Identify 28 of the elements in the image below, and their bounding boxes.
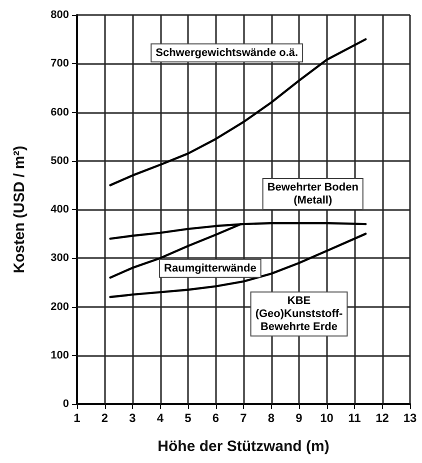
x-tick-label: 5 bbox=[184, 411, 192, 425]
x-tick-label: 12 bbox=[376, 411, 390, 425]
x-tick-label: 6 bbox=[212, 411, 220, 425]
x-tick-label: 9 bbox=[296, 411, 303, 425]
x-tick-label: 4 bbox=[156, 411, 164, 425]
series-label: Schwergewichtswände o.ä. bbox=[156, 46, 298, 59]
x-tick-label: 1 bbox=[74, 411, 81, 425]
y-tick-label: 0 bbox=[62, 398, 69, 410]
y-tick-label: 400 bbox=[50, 204, 69, 216]
series-label: KBE (Geo)Kunststoff- Bewehrte Erde bbox=[255, 295, 344, 334]
y-tick-label: 100 bbox=[50, 349, 69, 362]
x-tick-label: 11 bbox=[348, 411, 362, 425]
x-tick-label: 2 bbox=[101, 411, 108, 425]
y-tick-label: 700 bbox=[50, 58, 69, 70]
series-label: Bewehrter Boden (Metall) bbox=[267, 181, 359, 206]
y-tick-label: 200 bbox=[50, 300, 69, 313]
y-tick-label: 500 bbox=[50, 154, 69, 167]
x-tick-label: 10 bbox=[320, 411, 334, 425]
y-tick-label: 300 bbox=[50, 252, 69, 264]
x-axis-title: Höhe der Stützwand (m) bbox=[158, 438, 330, 455]
x-tick-label: 3 bbox=[129, 411, 136, 425]
series-label: Raumgitterwände bbox=[164, 262, 256, 274]
x-tick-label: 13 bbox=[403, 411, 417, 425]
x-tick-label: 8 bbox=[268, 411, 275, 425]
y-tick-label: 600 bbox=[50, 106, 69, 118]
y-tick-label: 800 bbox=[50, 9, 69, 21]
y-axis-title: Kosten (USD / m²) bbox=[11, 146, 28, 274]
x-tick-label: 7 bbox=[240, 411, 248, 425]
